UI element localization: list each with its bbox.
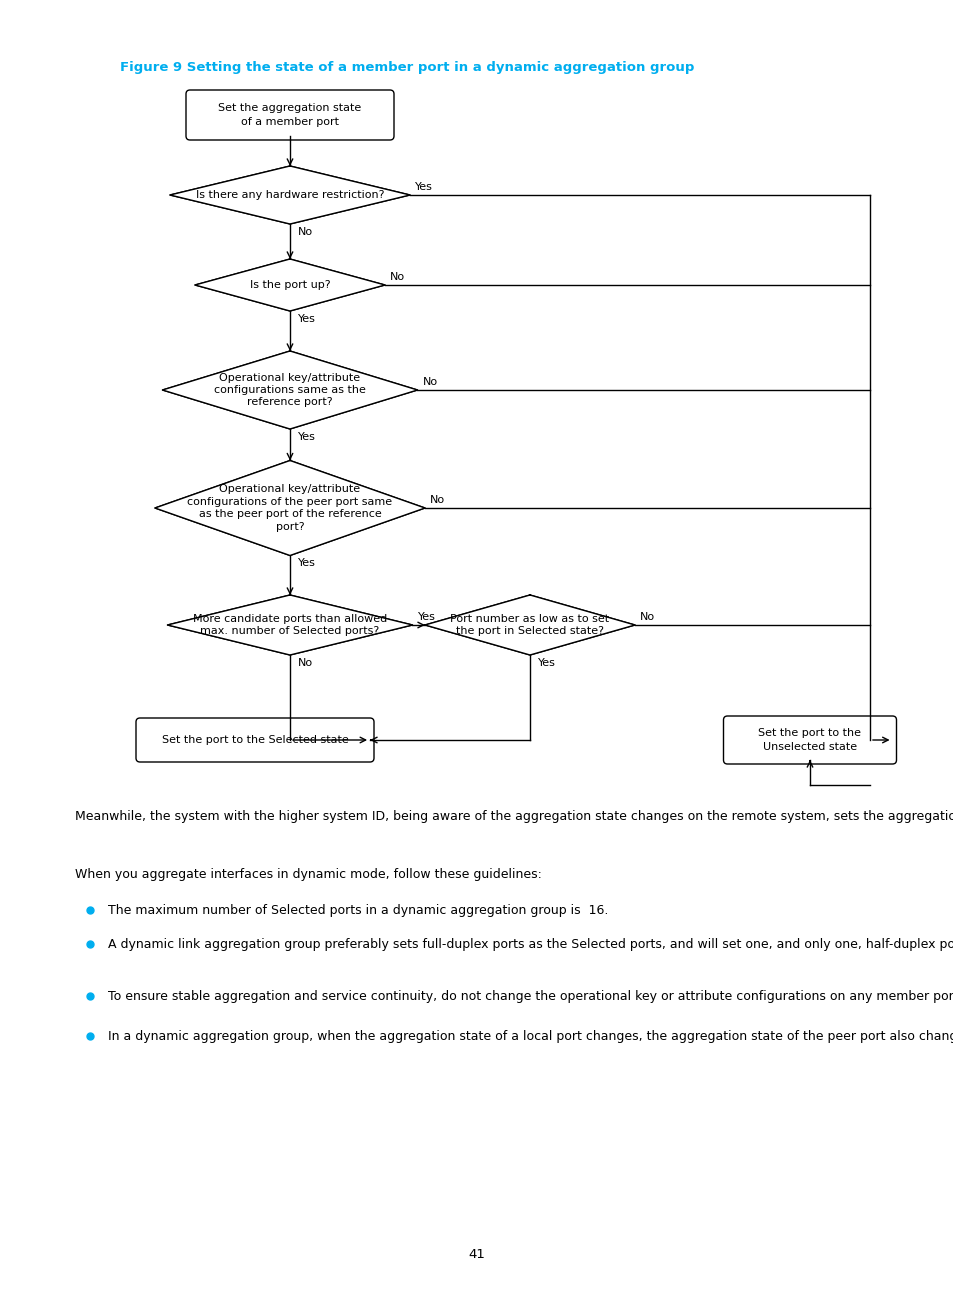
Polygon shape	[194, 259, 385, 311]
Text: When you aggregate interfaces in dynamic mode, follow these guidelines:: When you aggregate interfaces in dynamic…	[75, 868, 541, 881]
Polygon shape	[154, 460, 424, 556]
Text: Set the port to the
Unselected state: Set the port to the Unselected state	[758, 728, 861, 752]
Text: Port number as low as to set
the port in Selected state?: Port number as low as to set the port in…	[450, 614, 609, 636]
Text: More candidate ports than allowed
max. number of Selected ports?: More candidate ports than allowed max. n…	[193, 614, 387, 636]
FancyBboxPatch shape	[722, 715, 896, 765]
Text: Operational key/attribute
configurations of the peer port same
as the peer port : Operational key/attribute configurations…	[187, 485, 392, 531]
Text: To ensure stable aggregation and service continuity, do not change the operation: To ensure stable aggregation and service…	[108, 990, 953, 1003]
Text: 41: 41	[468, 1248, 485, 1261]
Text: Yes: Yes	[537, 658, 556, 667]
Text: Operational key/attribute
configurations same as the
reference port?: Operational key/attribute configurations…	[213, 373, 366, 407]
Text: Is the port up?: Is the port up?	[250, 280, 330, 290]
Text: No: No	[297, 227, 313, 237]
Text: Yes: Yes	[415, 181, 433, 192]
Polygon shape	[162, 351, 417, 429]
Text: Is there any hardware restriction?: Is there any hardware restriction?	[195, 191, 384, 200]
Text: Yes: Yes	[297, 432, 315, 442]
Text: Set the aggregation state
of a member port: Set the aggregation state of a member po…	[218, 104, 361, 127]
Polygon shape	[168, 595, 412, 654]
Text: A dynamic link aggregation group preferably sets full-duplex ports as the Select: A dynamic link aggregation group prefera…	[108, 938, 953, 951]
Text: No: No	[430, 495, 445, 505]
Text: No: No	[422, 377, 437, 388]
FancyBboxPatch shape	[136, 718, 374, 762]
Text: Figure 9 Setting the state of a member port in a dynamic aggregation group: Figure 9 Setting the state of a member p…	[120, 61, 694, 74]
Text: The maximum number of Selected ports in a dynamic aggregation group is  16.: The maximum number of Selected ports in …	[108, 905, 608, 918]
Text: Yes: Yes	[297, 314, 315, 324]
Polygon shape	[170, 166, 410, 224]
Polygon shape	[424, 595, 635, 654]
Text: No: No	[639, 612, 655, 622]
Text: Yes: Yes	[417, 612, 435, 622]
Text: No: No	[297, 658, 313, 667]
Text: Set the port to the Selected state: Set the port to the Selected state	[161, 735, 348, 745]
Text: In a dynamic aggregation group, when the aggregation state of a local port chang: In a dynamic aggregation group, when the…	[108, 1030, 953, 1043]
Text: Yes: Yes	[297, 559, 315, 569]
Text: No: No	[390, 272, 405, 283]
Text: Meanwhile, the system with the higher system ID, being aware of the aggregation : Meanwhile, the system with the higher sy…	[75, 810, 953, 823]
FancyBboxPatch shape	[186, 89, 394, 140]
